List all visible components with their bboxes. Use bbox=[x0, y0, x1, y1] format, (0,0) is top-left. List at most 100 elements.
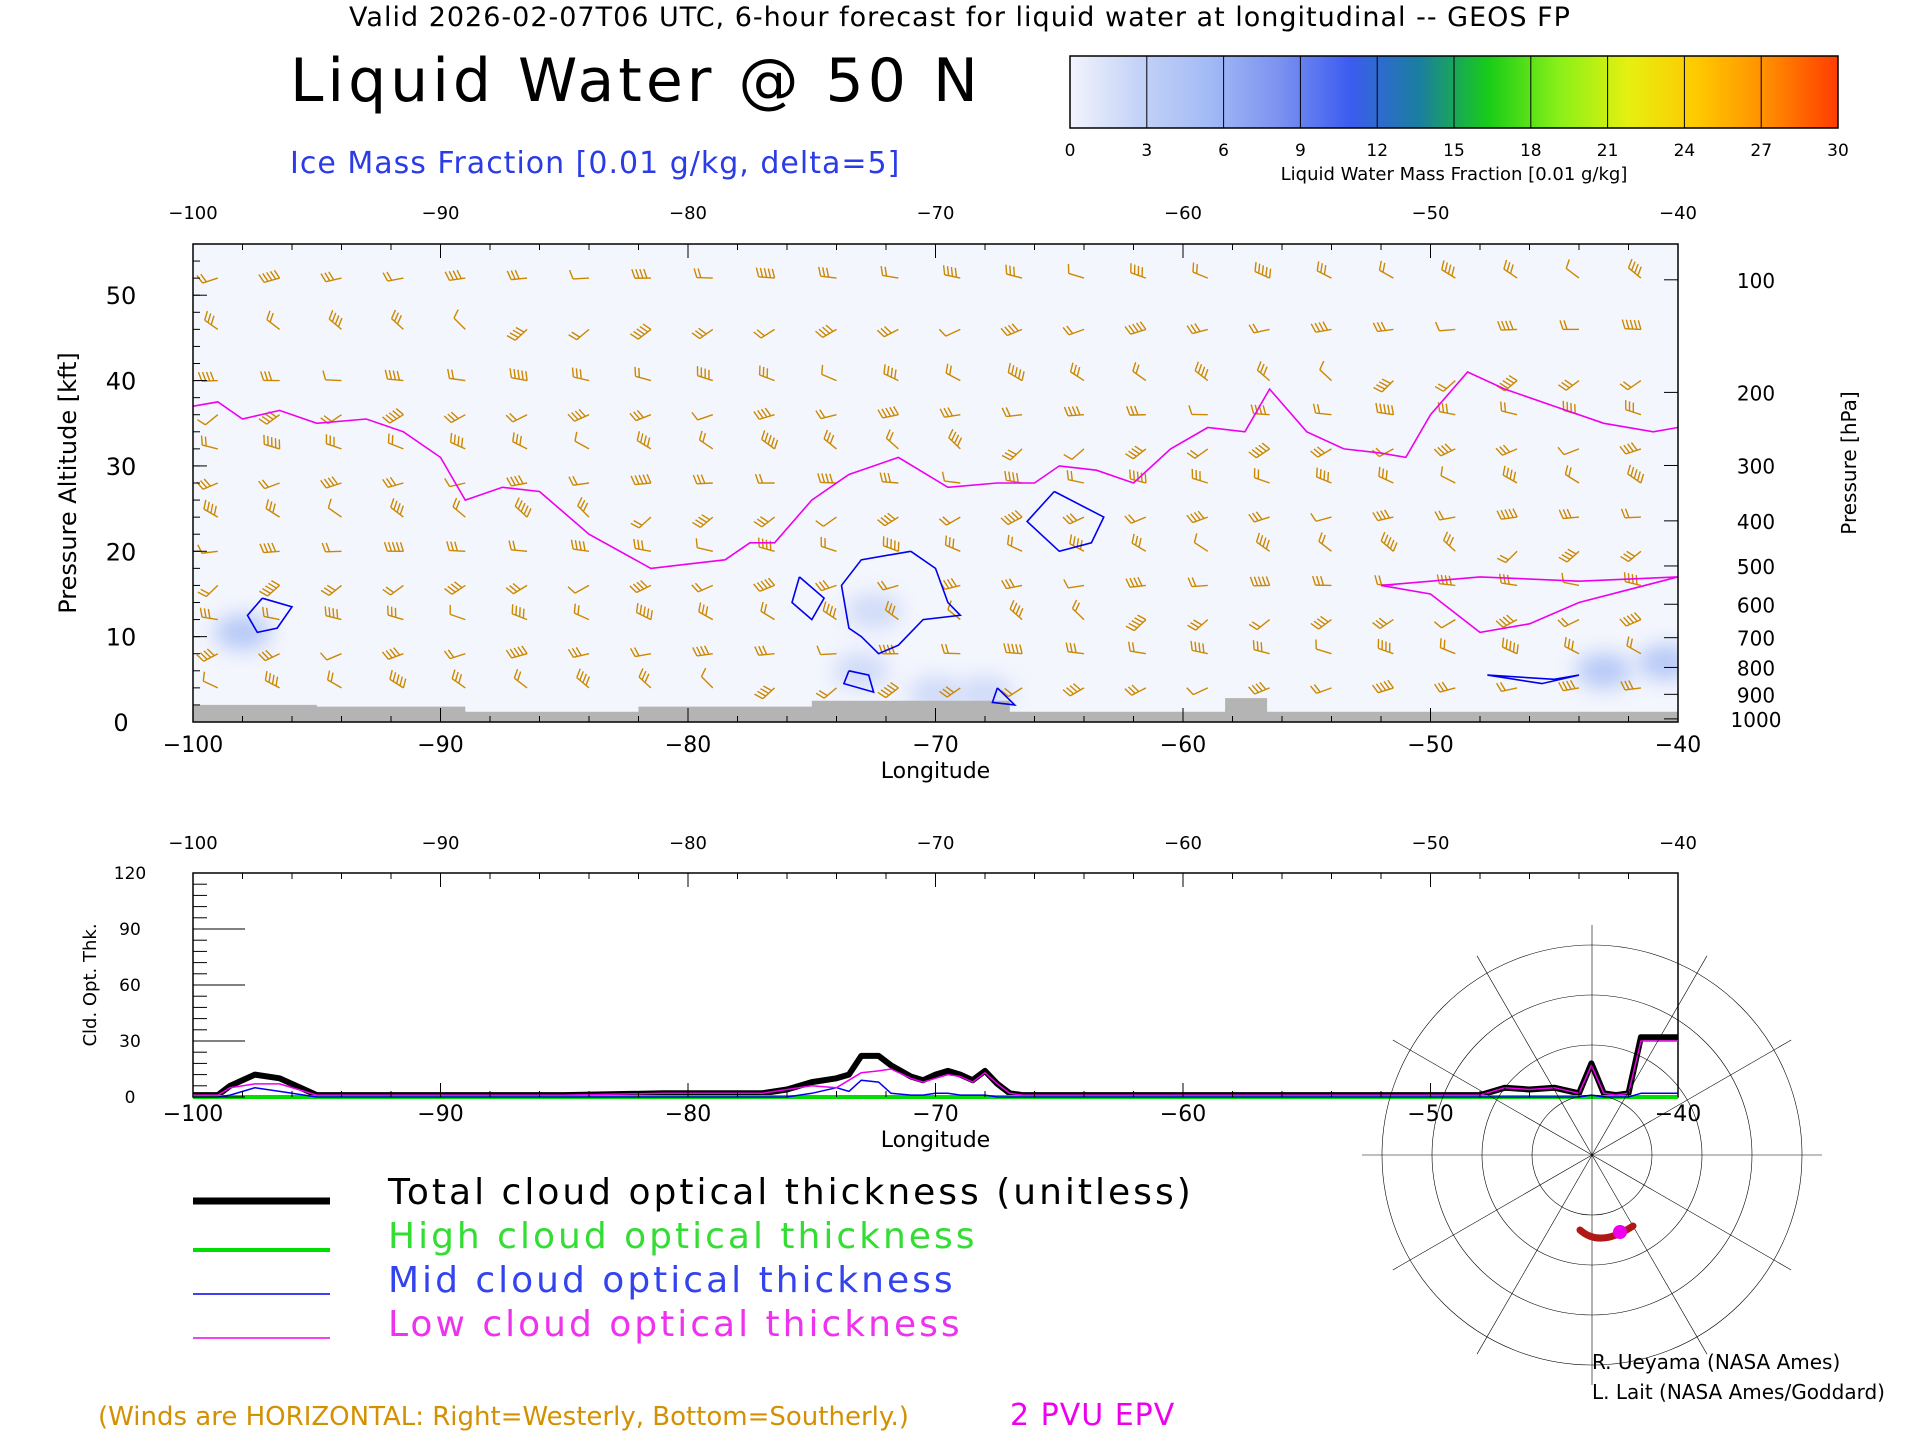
wind-barb bbox=[1065, 642, 1085, 655]
wind-barb bbox=[320, 476, 342, 489]
wind-barb bbox=[513, 668, 528, 689]
wind-barb bbox=[1249, 576, 1271, 587]
wind-barb bbox=[1005, 264, 1023, 279]
wind-barb bbox=[1557, 617, 1580, 628]
wind-barb bbox=[1495, 444, 1518, 456]
wind-barb bbox=[1193, 533, 1209, 552]
wind-barb bbox=[1310, 321, 1332, 333]
series-line bbox=[193, 1079, 1678, 1098]
y-tick-label: 90 bbox=[119, 920, 141, 940]
wind-barb bbox=[1310, 512, 1332, 522]
wind-barb bbox=[1434, 681, 1456, 693]
y-tick-label: 30 bbox=[119, 1032, 141, 1052]
wind-barb bbox=[196, 273, 219, 284]
wind-barb bbox=[1500, 401, 1518, 416]
wind-barb bbox=[1434, 380, 1456, 392]
x-tick-label: −90 bbox=[417, 1102, 463, 1127]
wind-barb bbox=[938, 328, 961, 337]
wind-barb bbox=[692, 645, 713, 657]
wind-barb bbox=[692, 474, 713, 485]
meridian-line bbox=[1393, 1040, 1592, 1155]
wind-barb bbox=[1125, 576, 1146, 588]
wind-barb bbox=[506, 326, 528, 341]
wind-barb bbox=[567, 408, 590, 422]
meridian-line bbox=[1592, 1040, 1791, 1155]
wind-barb bbox=[576, 668, 591, 689]
wind-barb bbox=[383, 541, 405, 552]
wind-barb bbox=[816, 645, 837, 656]
wind-barb bbox=[260, 371, 280, 382]
wind-barb bbox=[1372, 617, 1394, 630]
wind-barb bbox=[258, 479, 280, 490]
wind-barb bbox=[1132, 362, 1147, 382]
wind-barb bbox=[1071, 599, 1085, 621]
wind-barb bbox=[1619, 380, 1642, 391]
ice-contour bbox=[246, 597, 294, 634]
wind-barb bbox=[1433, 443, 1456, 457]
wind-barb bbox=[382, 271, 404, 282]
plot-frame bbox=[192, 872, 1679, 1098]
wind-barb bbox=[630, 516, 652, 529]
wind-barbs bbox=[196, 258, 1645, 700]
wind-barb bbox=[691, 582, 714, 593]
wind-barb bbox=[1434, 321, 1456, 332]
colorbar-tick-label: 27 bbox=[1750, 141, 1772, 161]
wind-barb bbox=[634, 366, 652, 382]
wind-barb bbox=[885, 429, 899, 450]
wind-barb bbox=[262, 606, 280, 621]
wind-barb bbox=[1310, 615, 1332, 630]
wind-barb bbox=[444, 269, 466, 282]
wind-barb bbox=[446, 541, 466, 552]
ice-contour bbox=[1487, 674, 1580, 685]
wind-barb bbox=[196, 648, 219, 662]
wind-barb bbox=[1626, 636, 1642, 655]
wind-barb bbox=[258, 649, 280, 662]
cross-section-track bbox=[1580, 1226, 1633, 1238]
legend-swatches bbox=[193, 1197, 330, 1339]
meridian-line bbox=[1592, 956, 1707, 1155]
wind-barb bbox=[567, 584, 590, 594]
wind-barb bbox=[822, 601, 837, 621]
pressure-tick-label: 1000 bbox=[1731, 708, 1782, 732]
x-tick-label-top: −50 bbox=[1412, 833, 1450, 854]
wind-barb bbox=[259, 580, 281, 597]
wind-barb bbox=[1441, 260, 1456, 279]
ice-contour bbox=[991, 687, 1017, 706]
wind-barb bbox=[570, 539, 590, 552]
wind-barb bbox=[1187, 619, 1209, 631]
liquid-water-patch bbox=[1637, 644, 1678, 681]
colorbar-tick-label: 12 bbox=[1366, 141, 1388, 161]
wind-barb bbox=[196, 414, 219, 426]
wind-barb bbox=[1558, 508, 1580, 520]
wind-barb bbox=[884, 600, 899, 621]
wind-barb bbox=[942, 265, 961, 279]
wind-barb bbox=[1252, 640, 1270, 655]
wind-barb bbox=[506, 475, 528, 487]
wind-barb bbox=[1442, 531, 1456, 552]
x-tick-label: −70 bbox=[912, 733, 958, 758]
wind-barb bbox=[1124, 684, 1147, 696]
wind-barb bbox=[754, 645, 775, 656]
wind-barb bbox=[817, 473, 837, 484]
wind-barb bbox=[882, 536, 900, 552]
y-tick-label: 30 bbox=[106, 453, 137, 481]
wind-barb bbox=[638, 668, 652, 689]
x-tick-label-top: −60 bbox=[1164, 833, 1202, 854]
x-tick-label-top: −70 bbox=[917, 203, 955, 224]
series-line bbox=[193, 1040, 1678, 1096]
wind-barb bbox=[577, 496, 590, 518]
wind-barb bbox=[1062, 683, 1085, 697]
wind-barb bbox=[1557, 446, 1580, 456]
wind-barb bbox=[1439, 638, 1456, 655]
wind-barb bbox=[698, 602, 714, 621]
wind-barb bbox=[1125, 445, 1147, 460]
x-axis-label: Longitude bbox=[881, 759, 990, 784]
wind-barb bbox=[447, 368, 466, 382]
colorbar-tick-label: 6 bbox=[1218, 141, 1229, 161]
pressure-tick-label: 400 bbox=[1737, 510, 1775, 534]
wind-barb bbox=[753, 577, 776, 592]
wind-barb bbox=[1256, 361, 1271, 382]
wind-barb bbox=[1375, 402, 1395, 416]
wind-barb bbox=[1248, 511, 1270, 523]
wind-barb bbox=[754, 473, 775, 484]
